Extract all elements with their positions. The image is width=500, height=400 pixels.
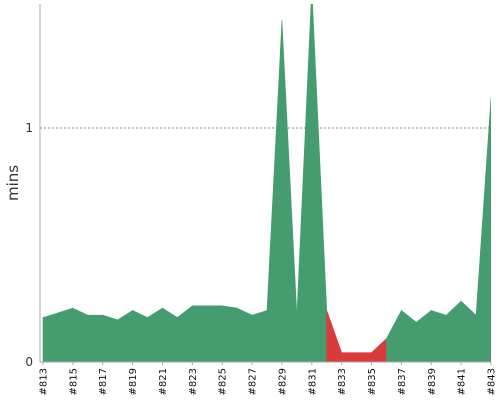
area-segment-830 (296, 4, 313, 362)
y-axis-label: mins (4, 165, 22, 201)
x-tick-label: #841 (457, 368, 468, 395)
area-segment-836 (386, 310, 402, 362)
x-tick-label: #833 (337, 368, 348, 395)
area-segment-818 (117, 309, 133, 362)
area-segment-837 (401, 309, 417, 362)
area-segment-833 (341, 352, 357, 362)
area-segment-825 (221, 305, 238, 362)
y-axis-ticks: 01 (25, 121, 33, 369)
x-tick-label: #825 (218, 368, 229, 395)
area-segment-816 (87, 314, 104, 362)
x-tick-label: #817 (98, 368, 109, 395)
y-tick-label: 0 (25, 355, 33, 369)
area-segment-832 (326, 310, 342, 362)
area-segment-829 (281, 20, 298, 362)
x-tick-label: #813 (39, 368, 50, 395)
x-tick-label: #839 (427, 368, 438, 395)
x-tick-label: #831 (307, 368, 318, 395)
area-segment-813 (42, 312, 59, 362)
area-layer (42, 4, 491, 362)
area-segment-827 (251, 310, 268, 362)
x-tick-label: #815 (68, 368, 79, 395)
x-tick-label: #819 (128, 368, 139, 395)
x-tick-label: #835 (367, 368, 378, 395)
x-tick-label: #837 (397, 368, 408, 395)
area-segment-817 (102, 314, 118, 362)
area-segment-831 (311, 4, 328, 362)
area-segment-820 (147, 307, 163, 362)
area-segment-822 (177, 305, 193, 362)
area-segment-842 (475, 97, 491, 362)
area-segment-815 (72, 307, 89, 362)
area-segment-821 (162, 307, 178, 362)
x-tick-label: #829 (277, 368, 288, 395)
x-tick-label: #827 (248, 368, 259, 395)
area-segment-834 (356, 352, 372, 362)
area-segment-826 (236, 307, 253, 362)
axes (39, 4, 491, 363)
x-tick-label: #843 (487, 368, 498, 395)
area-segment-840 (445, 300, 462, 362)
x-tick-label: #821 (158, 368, 169, 395)
y-tick-label: 1 (25, 121, 33, 135)
area-segment-841 (460, 300, 477, 362)
area-segment-835 (371, 337, 387, 362)
x-tick-label: #823 (188, 368, 199, 395)
area-segment-823 (192, 305, 208, 362)
area-segment-814 (57, 307, 74, 362)
area-segment-819 (132, 310, 148, 362)
area-segment-838 (416, 309, 432, 362)
x-axis-ticks: #813 #815 #817 #819 #821 #823 #825 #827 #829 #831… (39, 362, 498, 395)
area-segment-824 (206, 305, 223, 362)
area-segment-828 (266, 20, 283, 362)
area-segment-839 (430, 310, 447, 362)
